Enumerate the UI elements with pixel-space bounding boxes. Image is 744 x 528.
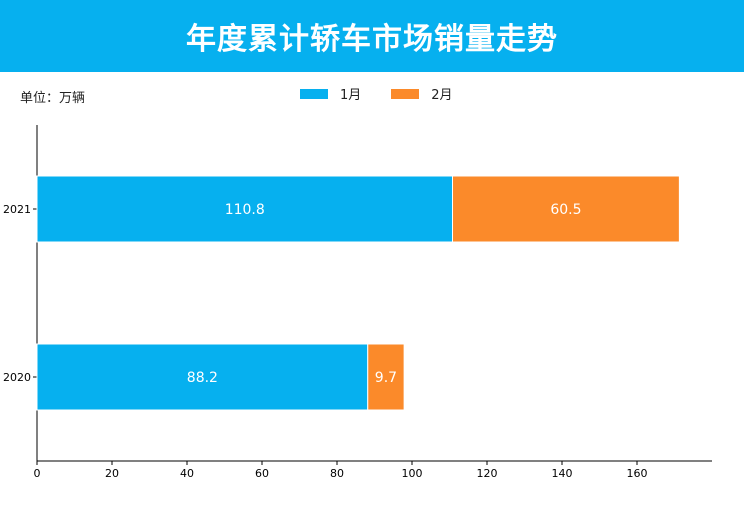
bar-value-label: 9.7 <box>375 370 397 386</box>
legend-swatch-series-2 <box>391 88 420 99</box>
legend-label-series-1: 1月 <box>340 88 362 103</box>
x-tick-label: 20 <box>105 467 119 480</box>
x-tick-label: 120 <box>477 467 498 480</box>
x-tick-label: 80 <box>330 467 344 480</box>
bar-2021-series-1 <box>36 175 453 243</box>
legend-item-series-1: 1月 <box>300 84 361 103</box>
y-tick-label: 2020 <box>3 371 31 384</box>
chart-header: 年度累计轿车市场销量走势 <box>0 0 744 72</box>
bar-value-label: 60.5 <box>550 202 581 218</box>
legend: 1月 2月 <box>300 84 483 103</box>
bar-2020-series-2 <box>367 343 405 411</box>
x-tick-label: 60 <box>255 467 269 480</box>
bar-2021-series-2 <box>452 175 680 243</box>
x-tick-label: 100 <box>402 467 423 480</box>
chart-title: 年度累计轿车市场销量走势 <box>186 22 558 57</box>
unit-label: 单位：万辆 <box>20 91 86 106</box>
bar-value-label: 88.2 <box>187 370 218 386</box>
y-tick-label: 2021 <box>3 203 31 216</box>
legend-label-series-2: 2月 <box>431 88 453 103</box>
bar-value-label: 110.8 <box>225 202 265 218</box>
x-tick-label: 140 <box>552 467 573 480</box>
x-tick-label: 40 <box>180 467 194 480</box>
x-tick-label: 0 <box>34 467 41 480</box>
legend-item-series-2: 2月 <box>391 84 453 103</box>
x-tick-label: 160 <box>627 467 648 480</box>
legend-swatch-series-1 <box>300 88 328 99</box>
bar-2020-series-1 <box>36 343 369 411</box>
